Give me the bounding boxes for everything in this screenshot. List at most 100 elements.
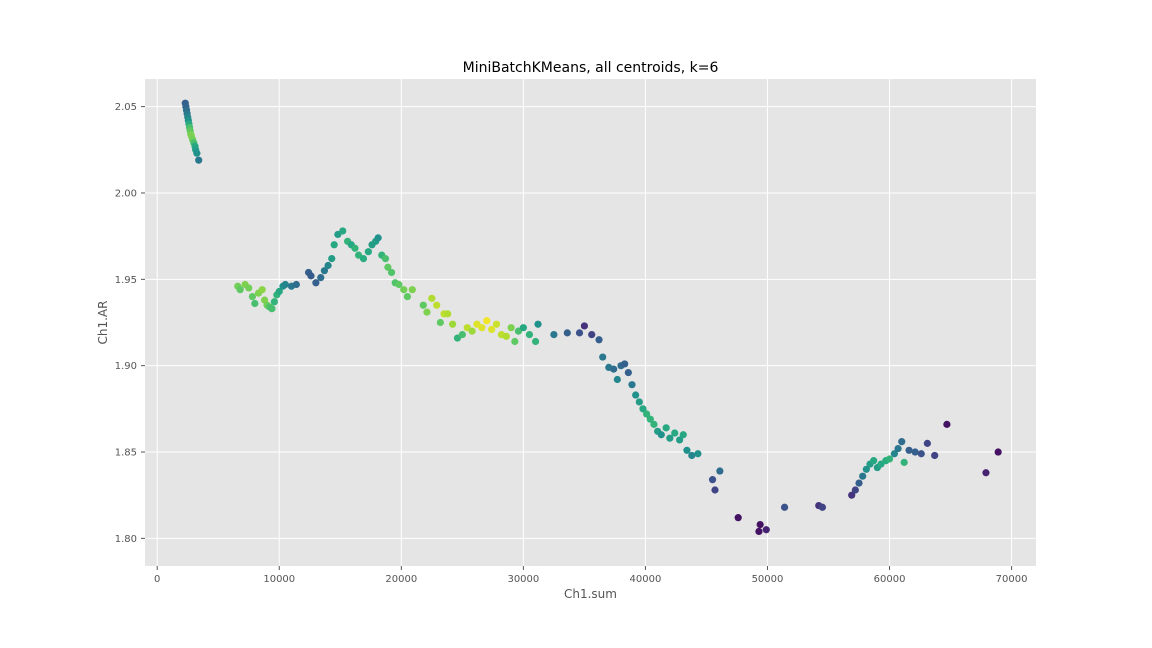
scatter-point: [923, 439, 931, 447]
x-tick-label: 50000: [752, 574, 784, 585]
plot-area: [145, 79, 1036, 566]
scatter-point: [328, 255, 336, 263]
x-tick-label: 40000: [630, 574, 662, 585]
scatter-point: [525, 330, 534, 339]
scatter-point: [676, 436, 684, 444]
scatter-point: [423, 308, 431, 316]
scatter-point: [339, 227, 347, 235]
scatter-point: [894, 444, 902, 453]
scatter-point: [643, 410, 651, 418]
y-axis-label: Ch1.AR: [96, 301, 110, 345]
scatter-point: [245, 284, 253, 292]
scatter-point: [610, 365, 618, 373]
scatter-point: [628, 381, 636, 389]
scatter-point: [851, 486, 859, 494]
scatter-point: [756, 520, 764, 529]
scatter-point: [268, 305, 276, 313]
scatter-point: [563, 329, 571, 337]
scatter-point: [444, 310, 452, 318]
y-tick-label: 1.85: [115, 448, 137, 459]
scatter-point: [458, 330, 466, 339]
y-tick-label: 1.80: [115, 534, 137, 545]
y-tick-label: 2.05: [115, 102, 137, 113]
x-tick-label: 0: [154, 574, 160, 585]
scatter-point: [911, 448, 919, 456]
scatter-point: [312, 279, 320, 287]
scatter-point: [994, 448, 1002, 456]
scatter-point: [900, 458, 908, 466]
scatter-point: [885, 455, 894, 463]
scatter-point: [671, 429, 679, 437]
scatter-point: [384, 263, 392, 271]
scatter-point: [258, 286, 266, 294]
scatter-point: [550, 330, 558, 339]
scatter-point: [666, 434, 674, 442]
scatter-point: [575, 329, 584, 337]
scatter-point: [711, 486, 719, 494]
y-tick-label: 1.90: [115, 361, 137, 372]
chart-title: MiniBatchKMeans, all centroids, k=6: [463, 60, 719, 76]
scatter-point: [448, 320, 457, 328]
scatter-point: [251, 299, 259, 308]
x-tick-label: 30000: [507, 574, 539, 585]
scatter-point: [646, 415, 654, 423]
scatter-point: [320, 267, 329, 275]
scatter-point: [395, 280, 403, 289]
scatter-point: [275, 287, 283, 296]
scatter-point: [859, 472, 867, 480]
scatter-point: [635, 398, 643, 406]
x-axis-label: Ch1.sum: [564, 587, 617, 601]
scatter-point: [862, 465, 870, 473]
x-tick-label: 10000: [263, 574, 295, 585]
gridlines: [145, 79, 1036, 566]
scatter-point: [436, 318, 444, 327]
x-tick-label: 60000: [874, 574, 906, 585]
scatter-point: [762, 526, 770, 534]
scatter-point: [317, 273, 325, 282]
scatter-point: [632, 391, 640, 399]
y-tick-label: 2.00: [115, 188, 137, 199]
scatter-point: [270, 298, 278, 306]
scatter-point: [292, 280, 300, 289]
scatter-point: [281, 280, 289, 289]
scatter-point: [679, 431, 687, 439]
scatter-point: [898, 438, 906, 446]
scatter-point: [599, 353, 607, 361]
scatter-point: [478, 324, 486, 332]
scatter-point: [387, 268, 396, 277]
scatter-point: [519, 324, 527, 332]
scatter-point: [595, 336, 603, 344]
scatter-point: [433, 301, 441, 309]
scatter-point: [905, 446, 913, 454]
scatter-point: [580, 322, 588, 330]
axis-ticks: 0 10000 20000 30000 40000 50000 60000 70000 1.80…: [115, 102, 1028, 585]
scatter-point: [502, 332, 510, 340]
scatter-point: [419, 301, 427, 309]
scatter-point: [236, 286, 244, 294]
data-points: [181, 99, 1002, 536]
scatter-point: [193, 149, 201, 157]
scatter-point: [364, 248, 372, 256]
scatter-point: [855, 479, 863, 487]
scatter-point: [488, 325, 496, 334]
scatter-point: [870, 457, 878, 465]
scatter-point: [511, 337, 519, 346]
scatter-point: [639, 405, 647, 413]
scatter-point: [492, 320, 501, 328]
scatter-point: [588, 330, 596, 339]
scatter-point: [657, 431, 665, 439]
x-tick-label: 70000: [996, 574, 1028, 585]
scatter-point: [248, 292, 257, 301]
scatter-point: [848, 491, 856, 499]
scatter-point: [931, 451, 939, 460]
scatter-point: [468, 327, 476, 335]
scatter-point: [374, 234, 382, 242]
scatter-point: [613, 375, 621, 384]
scatter-point: [650, 420, 658, 428]
scatter-point: [662, 424, 670, 432]
scatter-point: [330, 241, 338, 249]
x-tick-label: 20000: [385, 574, 417, 585]
scatter-point: [324, 261, 332, 270]
scatter-point: [890, 450, 899, 458]
